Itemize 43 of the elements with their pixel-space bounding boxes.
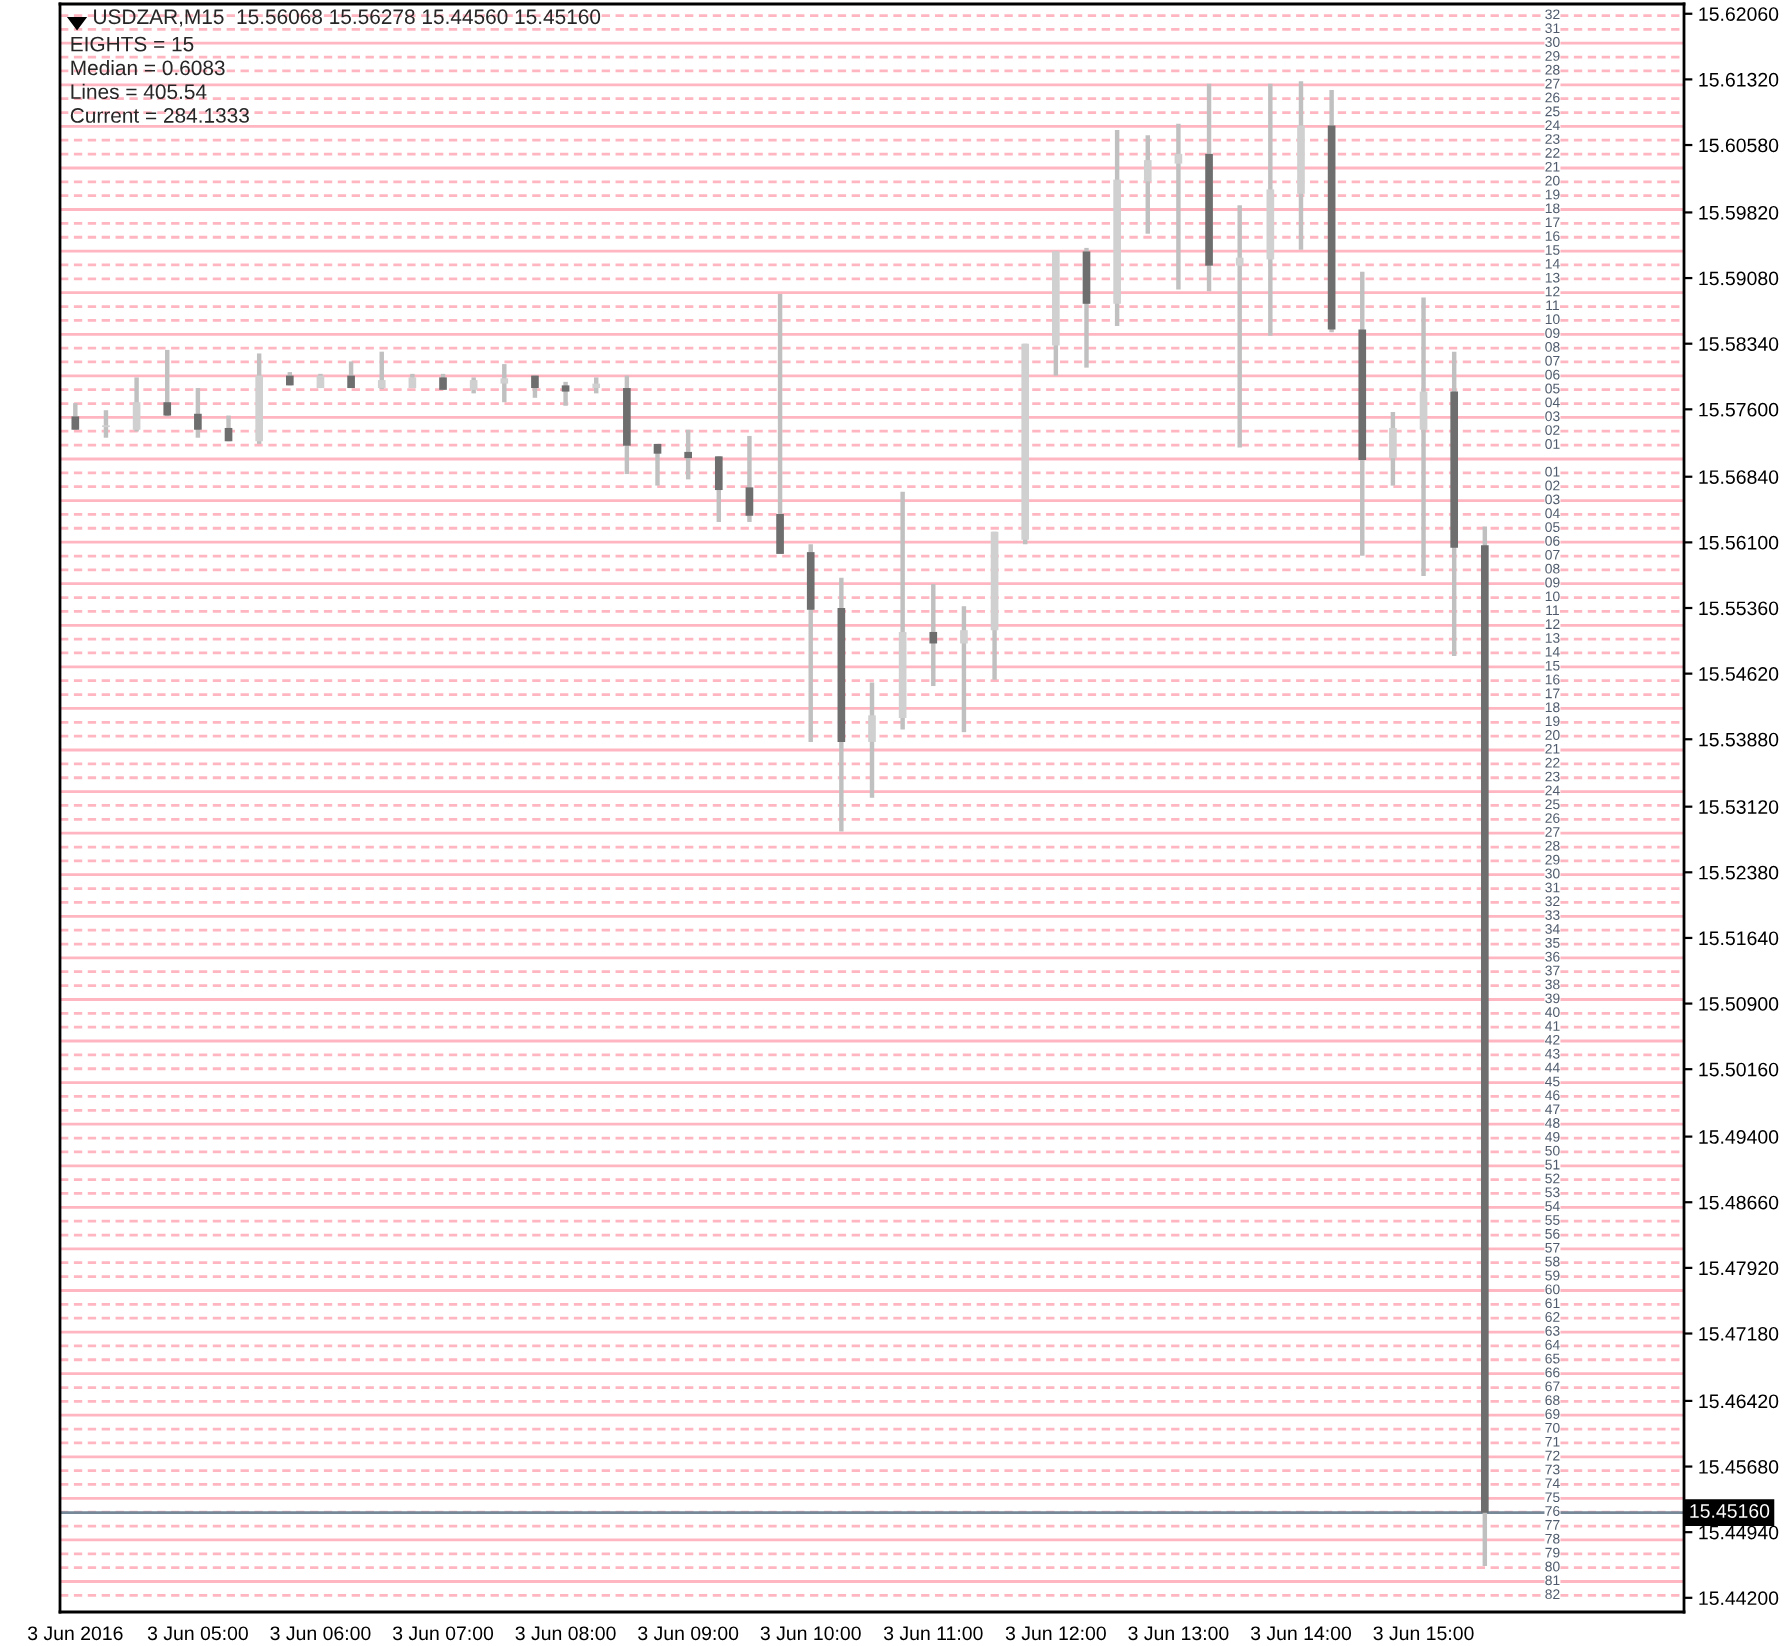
y-tick-label: 15.56840 — [1699, 470, 1779, 484]
annotation: Lines = 405.54 — [71, 83, 207, 100]
y-tick-label: 15.57600 — [1699, 402, 1779, 417]
y-tick-label: 15.47920 — [1699, 1261, 1779, 1276]
annotation: Median = 0.6083 — [71, 59, 225, 76]
y-tick-label: 15.62060 — [1699, 7, 1779, 21]
y-tick-label: 15.59080 — [1699, 271, 1779, 286]
x-tick-label: 3 Jun 07:00 — [392, 1626, 494, 1641]
y-tick-label: 15.61320 — [1699, 72, 1779, 87]
ref-line-label: 15.45160 — [1690, 1504, 1770, 1518]
y-tick-label: 15.45680 — [1699, 1460, 1779, 1474]
y-tick-label: 15.55360 — [1699, 601, 1779, 616]
x-tick-label: 3 Jun 14:00 — [1250, 1626, 1352, 1641]
x-tick-label: 3 Jun 15:00 — [1373, 1626, 1474, 1641]
x-tick-label: 3 Jun 09:00 — [638, 1626, 739, 1641]
y-tick-label: 15.53880 — [1699, 732, 1779, 747]
y-tick-label: 15.59820 — [1699, 205, 1779, 220]
x-tick-label: 3 Jun 06:00 — [270, 1626, 371, 1641]
x-tick-label: 3 Jun 13:00 — [1128, 1626, 1229, 1641]
annotation: Current = 284.1333 — [70, 108, 249, 123]
x-tick-label: 3 Jun 05:00 — [147, 1626, 248, 1641]
y-tick-label: 15.44940 — [1699, 1525, 1779, 1540]
chart-title: USDZAR,M15 15.56068 15.56278 15.44560 15.45160 — [94, 9, 601, 27]
y-tick-label: 15.46420 — [1699, 1394, 1779, 1409]
y-tick-label: 15.53120 — [1699, 800, 1779, 814]
y-tick-label: 15.50160 — [1699, 1062, 1779, 1077]
y-tick-label: 15.60580 — [1699, 138, 1779, 153]
y-tick-label: 15.52380 — [1699, 865, 1779, 880]
y-tick-label: 15.54620 — [1699, 667, 1779, 681]
x-tick-label: 3 Jun 2016 — [27, 1626, 123, 1641]
y-tick-label: 15.58340 — [1699, 337, 1779, 351]
y-tick-label: 15.49400 — [1699, 1130, 1779, 1144]
x-tick-label: 3 Jun 08:00 — [515, 1626, 616, 1641]
y-tick-label: 15.48660 — [1699, 1195, 1779, 1210]
annotation: EIGHTS = 15 — [71, 36, 194, 52]
y-tick-label: 15.50900 — [1699, 997, 1779, 1011]
y-tick-label: 15.47180 — [1699, 1326, 1779, 1341]
x-tick-label: 3 Jun 10:00 — [760, 1626, 861, 1641]
y-tick-label: 15.44200 — [1699, 1591, 1779, 1606]
y-tick-label: 15.51640 — [1699, 931, 1779, 946]
y-tick-label: 15.56100 — [1699, 535, 1779, 550]
x-tick-label: 3 Jun 11:00 — [883, 1626, 983, 1641]
x-tick-label: 3 Jun 12:00 — [1005, 1626, 1106, 1641]
